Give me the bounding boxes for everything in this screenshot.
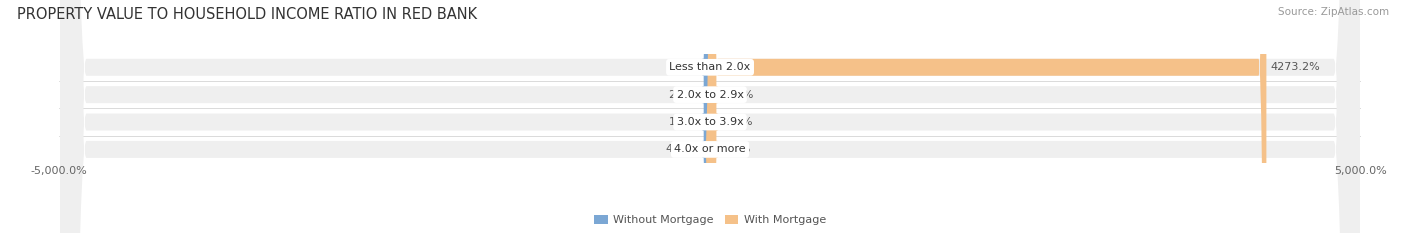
Text: Source: ZipAtlas.com: Source: ZipAtlas.com bbox=[1278, 7, 1389, 17]
Text: 21.0%: 21.0% bbox=[668, 90, 703, 100]
Text: PROPERTY VALUE TO HOUSEHOLD INCOME RATIO IN RED BANK: PROPERTY VALUE TO HOUSEHOLD INCOME RATIO… bbox=[17, 7, 477, 22]
FancyBboxPatch shape bbox=[702, 0, 716, 233]
Text: 21.6%: 21.6% bbox=[668, 62, 703, 72]
FancyBboxPatch shape bbox=[702, 0, 713, 233]
Text: 3.0x to 3.9x: 3.0x to 3.9x bbox=[676, 117, 744, 127]
Text: 4273.2%: 4273.2% bbox=[1270, 62, 1320, 72]
Text: 32.6%: 32.6% bbox=[718, 90, 754, 100]
FancyBboxPatch shape bbox=[60, 0, 1360, 233]
FancyBboxPatch shape bbox=[60, 0, 1360, 233]
Text: 40.4%: 40.4% bbox=[665, 144, 700, 154]
Text: 2.0x to 2.9x: 2.0x to 2.9x bbox=[676, 90, 744, 100]
FancyBboxPatch shape bbox=[706, 0, 718, 233]
FancyBboxPatch shape bbox=[710, 0, 1267, 233]
FancyBboxPatch shape bbox=[60, 0, 1360, 233]
Text: 13.7%: 13.7% bbox=[669, 117, 704, 127]
FancyBboxPatch shape bbox=[706, 0, 718, 233]
FancyBboxPatch shape bbox=[60, 0, 1360, 233]
FancyBboxPatch shape bbox=[704, 0, 718, 233]
Legend: Without Mortgage, With Mortgage: Without Mortgage, With Mortgage bbox=[595, 215, 825, 226]
Text: 4.0x or more: 4.0x or more bbox=[675, 144, 745, 154]
Text: 18.3%: 18.3% bbox=[716, 144, 752, 154]
FancyBboxPatch shape bbox=[702, 0, 716, 233]
FancyBboxPatch shape bbox=[702, 0, 716, 233]
Text: Less than 2.0x: Less than 2.0x bbox=[669, 62, 751, 72]
Text: 23.9%: 23.9% bbox=[717, 117, 752, 127]
